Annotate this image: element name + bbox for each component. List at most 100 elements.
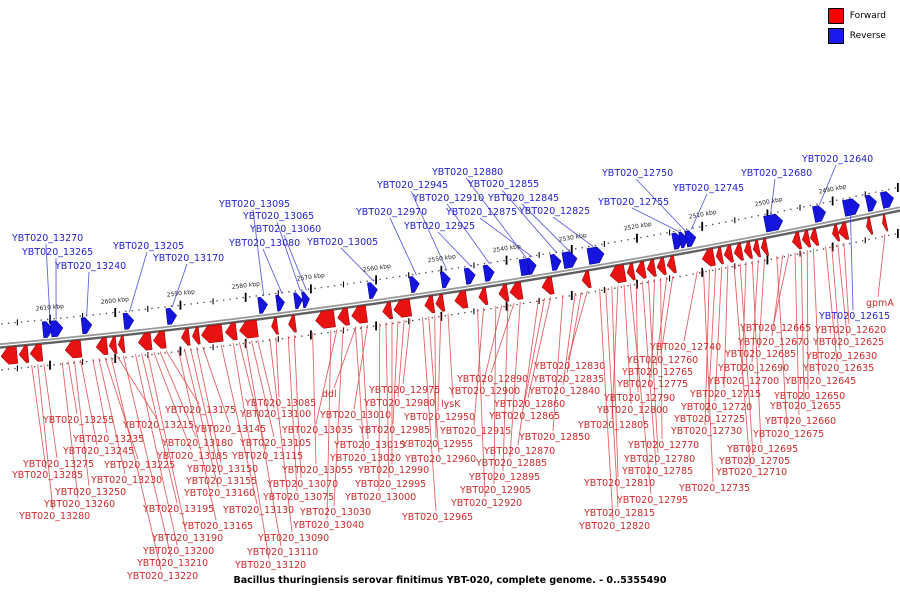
- scale-minor-dot: [842, 244, 844, 246]
- scale-minor-dot: [646, 235, 649, 238]
- scale-minor-dot: [72, 316, 75, 318]
- reverse-gene-arrow: [257, 297, 268, 314]
- scale-minor-dot: [307, 288, 310, 291]
- scale-minor-dot: [601, 243, 603, 246]
- label-connector: [252, 209, 265, 297]
- scale-minor-dot: [503, 259, 505, 262]
- label-connector: [635, 178, 686, 231]
- forward-gene-arrow: [752, 239, 762, 258]
- scale-minor-dot: [594, 290, 597, 293]
- label-connector: [287, 335, 298, 492]
- scale-minor-dot: [40, 319, 42, 321]
- label-connector: [819, 164, 837, 205]
- label-connector: [812, 248, 820, 376]
- gene-label: YBT020_13130: [222, 505, 294, 516]
- legend-item-forward: Forward: [827, 8, 886, 24]
- scale-minor-dot: [281, 337, 284, 340]
- label-connector: [276, 221, 301, 292]
- scale-minor-dot: [27, 366, 29, 369]
- scale-minor-dot: [411, 273, 414, 276]
- scale-minor-dot: [581, 246, 584, 249]
- label-connector: [437, 231, 472, 268]
- gene-label: YBT020_13185: [156, 451, 228, 462]
- label-connector: [238, 342, 267, 451]
- gene-label: YBT020_12955: [401, 439, 473, 450]
- reverse-gene-arrow: [482, 264, 495, 282]
- label-connector: [340, 247, 374, 282]
- forward-gene-arrow: [382, 301, 394, 320]
- scale-tick-label: 2600 kbp: [100, 296, 129, 306]
- forward-gene-arrow: [108, 336, 118, 354]
- label-connector: [650, 279, 656, 379]
- scale-minor-dot: [307, 334, 310, 337]
- gene-label: YBT020_12960: [404, 454, 476, 465]
- scale-minor-dot: [79, 315, 82, 317]
- reverse-gene-arrow: [879, 191, 894, 209]
- gene-label: YBT020_12700: [707, 376, 779, 387]
- label-connector: [733, 264, 751, 467]
- reverse-gene-arrow: [684, 230, 697, 248]
- gene-label: YBT020_12965: [401, 512, 473, 523]
- label-connector: [31, 364, 47, 470]
- scale-minor-dot: [242, 342, 245, 345]
- label-connector: [135, 354, 178, 546]
- gene-label: YBT020_12815: [583, 508, 655, 519]
- label-connector: [446, 203, 491, 265]
- scale-minor-dot: [601, 289, 603, 292]
- scale-minor-dot: [887, 188, 890, 191]
- forward-gene-arrow: [656, 257, 667, 275]
- label-connector: [770, 178, 776, 215]
- gene-label: YBT020_12890: [456, 374, 528, 385]
- scale-minor-dot: [105, 312, 108, 315]
- scale-minor-dot: [392, 276, 395, 279]
- scale-minor-dot: [679, 275, 681, 278]
- label-connector: [552, 294, 564, 432]
- scale-minor-dot: [477, 263, 479, 266]
- scale-minor-dot: [724, 221, 727, 223]
- scale-minor-dot: [33, 319, 36, 322]
- scale-minor-dot: [242, 296, 245, 299]
- scale-minor-dot: [783, 255, 786, 258]
- gene-label: YBT020_12820: [578, 521, 650, 532]
- scale-minor-dot: [783, 209, 786, 212]
- gene-label: YBT020_13240: [54, 261, 126, 272]
- scale-minor-dot: [268, 293, 271, 296]
- scale-minor-dot: [385, 277, 388, 280]
- scale-minor-dot: [14, 367, 16, 370]
- gene-label: YBT020_13030: [299, 507, 371, 518]
- gene-label: YBT020_12885: [475, 458, 547, 469]
- label-connector: [257, 339, 275, 409]
- label-connector: [353, 325, 368, 410]
- forward-gene-arrow: [646, 259, 657, 277]
- gene-label: YBT020_12755: [597, 197, 669, 208]
- reverse-gene-arrow: [561, 251, 578, 269]
- scale-minor-dot: [868, 192, 870, 195]
- scale-tick-label: 2530 kbp: [558, 232, 587, 244]
- gene-label: YBT020_12655: [769, 401, 841, 412]
- scale-minor-dot: [464, 311, 466, 314]
- reverse-gene-arrow: [275, 294, 285, 312]
- scale-minor-dot: [561, 250, 564, 252]
- reverse-gene-arrow: [586, 246, 605, 265]
- scale-minor-dot: [72, 362, 75, 364]
- label-connector: [611, 285, 619, 420]
- reverse-gene-arrow: [408, 276, 420, 293]
- forward-gene-arrow: [609, 264, 627, 284]
- label-connector: [714, 266, 723, 402]
- label-connector: [831, 245, 841, 351]
- forward-gene-arrow: [743, 241, 753, 259]
- gene-label: YBT020_12730: [670, 426, 742, 437]
- scale-minor-dot: [894, 187, 897, 189]
- forward-gene-arrow: [424, 295, 436, 314]
- scale-minor-dot: [275, 292, 277, 295]
- scale-minor-dot: [425, 271, 427, 274]
- scale-tick-label: 2500 kbp: [754, 196, 783, 208]
- label-connector: [552, 216, 594, 248]
- forward-gene-arrow: [723, 244, 734, 263]
- label-connector: [389, 217, 417, 276]
- scale-minor-dot: [672, 230, 675, 233]
- gene-label: YBT020_12715: [689, 389, 761, 400]
- label-connector: [437, 314, 442, 412]
- label-connector: [825, 246, 838, 363]
- scale-minor-dot: [503, 305, 505, 308]
